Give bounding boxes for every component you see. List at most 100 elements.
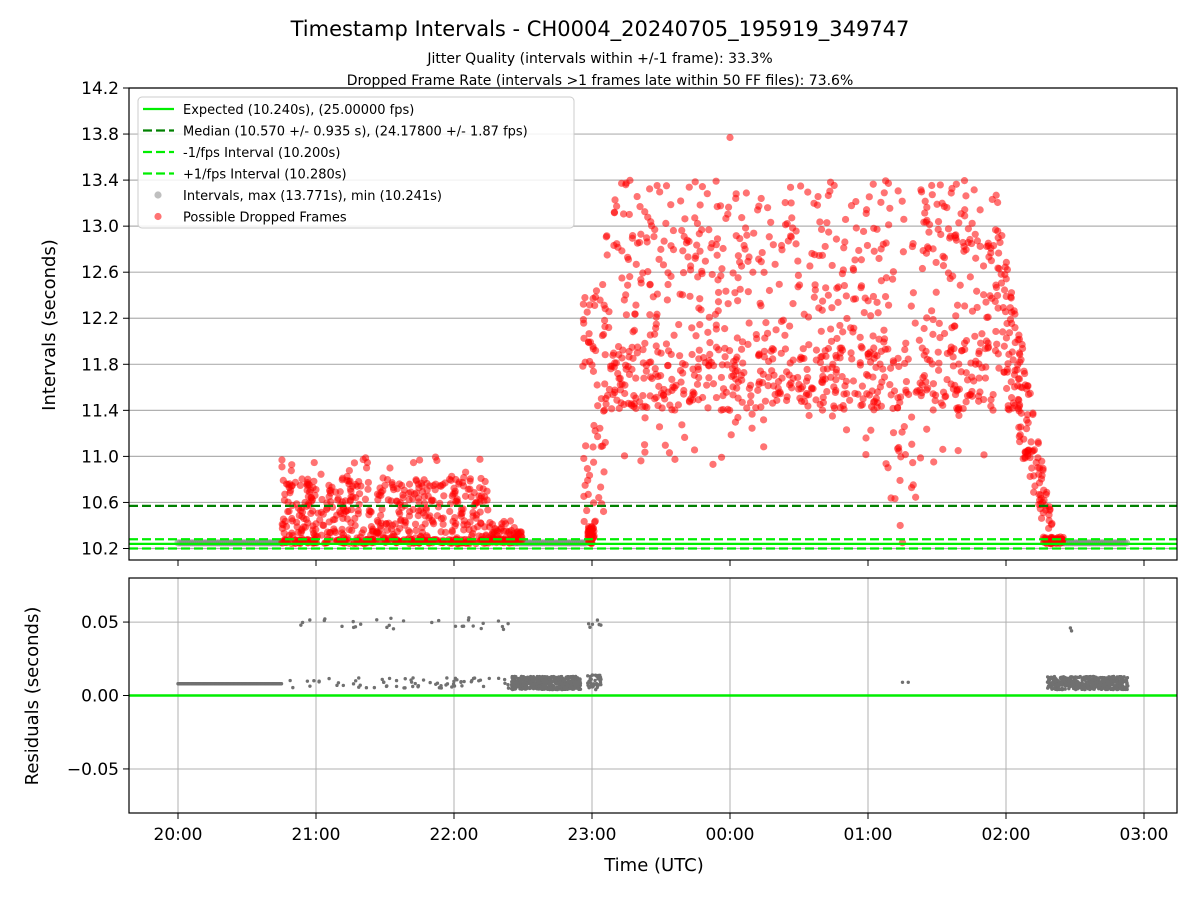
dropped-frame-point xyxy=(352,494,360,502)
dropped-frame-point xyxy=(923,314,931,322)
dropped-frame-point xyxy=(922,347,930,355)
residual-point xyxy=(421,678,426,682)
dropped-frame-point xyxy=(891,495,899,503)
dropped-frame-point xyxy=(719,405,727,414)
residual-point xyxy=(554,686,558,690)
dropped-frame-point xyxy=(688,350,696,359)
dropped-frame-point xyxy=(633,192,641,201)
residual-point xyxy=(1063,687,1067,691)
residual-point xyxy=(1107,675,1112,679)
dropped-frame-point xyxy=(719,244,727,253)
residual-point xyxy=(593,673,598,677)
dropped-frame-point xyxy=(621,361,630,369)
dropped-frame-point xyxy=(778,374,786,382)
dropped-frame-point xyxy=(810,199,818,207)
dropped-frame-point xyxy=(279,476,287,484)
dropped-frame-point xyxy=(811,286,819,294)
dropped-frame-point xyxy=(347,506,356,514)
dropped-frame-point xyxy=(1030,488,1038,496)
dropped-frame-point xyxy=(943,203,951,212)
dropped-frame-point xyxy=(782,396,791,405)
dropped-frame-point xyxy=(953,404,961,412)
dropped-frame-point xyxy=(755,350,763,358)
residual-point xyxy=(1106,685,1111,689)
dropped-frame-point xyxy=(733,334,741,342)
dropped-frame-point xyxy=(709,460,717,468)
dropped-frame-point xyxy=(310,477,318,485)
dropped-frame-point xyxy=(365,506,373,515)
dropped-frame-point xyxy=(842,426,851,434)
residual-point xyxy=(308,618,312,622)
residual-point xyxy=(452,679,456,684)
dropped-frame-point xyxy=(993,291,1002,300)
dropped-frame-point xyxy=(675,320,683,329)
dropped-frame-point xyxy=(1018,340,1026,349)
dropped-frame-point xyxy=(867,426,875,434)
residual-point xyxy=(1068,626,1073,630)
dropped-frame-point xyxy=(767,218,775,226)
dropped-frame-point xyxy=(955,219,963,227)
dropped-frame-point xyxy=(952,236,961,244)
dropped-frame-point xyxy=(779,316,787,324)
residual-point xyxy=(496,619,501,623)
dropped-frame-point xyxy=(317,508,325,516)
dropped-frame-point xyxy=(816,218,824,226)
dropped-frame-point xyxy=(1022,425,1031,433)
dropped-frame-point xyxy=(579,362,587,370)
dropped-frame-point xyxy=(968,392,976,400)
residual-point xyxy=(906,680,910,684)
dropped-frame-point xyxy=(588,361,596,369)
residual-point xyxy=(1069,629,1074,633)
dropped-frame-point xyxy=(960,339,969,347)
dropped-frame-point xyxy=(741,224,750,232)
residual-point xyxy=(394,684,399,689)
dropped-frame-point xyxy=(869,398,878,406)
dropped-frame-point xyxy=(827,337,836,345)
dropped-frame-point xyxy=(722,214,730,223)
dropped-frame-point xyxy=(804,402,812,410)
dropped-frame-point xyxy=(907,302,915,310)
residual-point xyxy=(537,681,542,685)
residual-point xyxy=(543,684,547,688)
dropped-frame-point xyxy=(964,225,972,233)
dropped-frame-point xyxy=(921,209,929,217)
dropped-frame-point xyxy=(676,352,684,360)
dropped-frame-point xyxy=(973,287,981,295)
dropped-frame-point xyxy=(959,238,967,247)
residual-point xyxy=(479,626,483,631)
dropped-frame-point xyxy=(761,397,770,405)
dropped-frame-point xyxy=(691,254,699,262)
dropped-frame-point xyxy=(1006,304,1014,312)
residual-point xyxy=(503,681,507,685)
dropped-frame-point xyxy=(691,214,699,222)
residual-point xyxy=(548,682,552,687)
dropped-frame-point xyxy=(339,531,348,539)
dropped-frame-point xyxy=(729,269,737,277)
residual-point xyxy=(428,680,432,685)
dropped-frame-point xyxy=(620,400,628,409)
dropped-frame-point xyxy=(787,379,795,387)
dropped-frame-point xyxy=(318,495,326,504)
dropped-frame-point xyxy=(667,201,675,209)
dropped-frame-point xyxy=(646,331,654,339)
dropped-frame-point xyxy=(802,391,810,399)
dropped-frame-point xyxy=(939,445,947,453)
dropped-frame-point xyxy=(823,387,831,396)
dropped-frame-point xyxy=(928,181,936,190)
dropped-frame-point xyxy=(970,186,978,194)
residual-point xyxy=(515,679,519,683)
y-tick-label: 11.4 xyxy=(81,401,119,421)
dropped-frame-point xyxy=(1020,367,1028,375)
dropped-frame-point xyxy=(610,349,618,357)
dropped-frame-point xyxy=(1014,395,1022,404)
dropped-frame-point xyxy=(847,349,855,357)
dropped-frame-point xyxy=(828,304,836,312)
dropped-frame-point xyxy=(828,261,836,270)
residual-point xyxy=(1122,687,1126,691)
residual-point xyxy=(403,677,407,681)
dropped-frame-point xyxy=(670,331,678,339)
dropped-frame-point xyxy=(599,280,607,289)
dropped-frame-point xyxy=(744,340,752,348)
dropped-frame-point xyxy=(694,363,702,371)
dropped-frame-point xyxy=(949,362,957,370)
